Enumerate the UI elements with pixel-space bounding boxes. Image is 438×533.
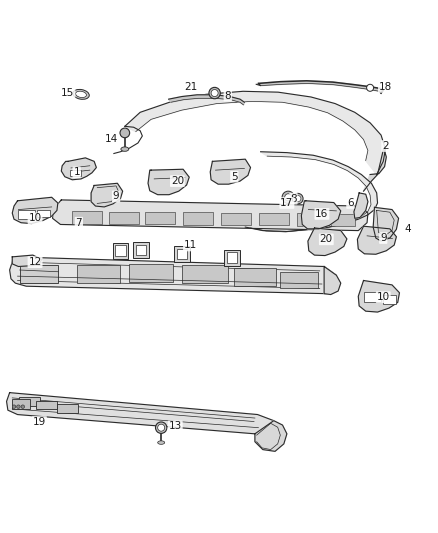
Text: 10: 10: [377, 292, 390, 302]
Text: 18: 18: [379, 82, 392, 92]
Bar: [115, 246, 126, 256]
Polygon shape: [364, 148, 386, 191]
Text: 8: 8: [290, 193, 297, 204]
Polygon shape: [61, 158, 96, 180]
Ellipse shape: [121, 147, 129, 151]
Bar: [109, 212, 139, 224]
Bar: [183, 212, 213, 224]
Bar: [383, 295, 396, 304]
Bar: [227, 253, 237, 263]
Circle shape: [21, 405, 25, 408]
Text: 15: 15: [61, 88, 74, 99]
Text: 14: 14: [105, 134, 118, 144]
Bar: [331, 214, 355, 226]
Bar: [174, 246, 190, 262]
Polygon shape: [7, 393, 274, 434]
Bar: [129, 264, 173, 282]
Circle shape: [295, 196, 301, 201]
Circle shape: [282, 191, 294, 204]
Bar: [37, 209, 50, 217]
Bar: [19, 397, 40, 406]
Bar: [297, 213, 327, 225]
Bar: [133, 242, 149, 258]
Text: 16: 16: [315, 209, 328, 219]
Bar: [177, 249, 187, 260]
Polygon shape: [125, 91, 385, 174]
Text: 19: 19: [33, 417, 46, 427]
Polygon shape: [301, 201, 341, 229]
Bar: [364, 292, 381, 302]
Bar: [18, 209, 35, 219]
Circle shape: [158, 424, 165, 431]
Text: 1: 1: [73, 167, 80, 177]
Text: 20: 20: [171, 176, 184, 186]
Bar: [182, 265, 228, 283]
Polygon shape: [10, 257, 336, 294]
Circle shape: [120, 128, 130, 138]
Text: 8: 8: [224, 91, 231, 101]
Bar: [224, 250, 240, 265]
Bar: [221, 213, 251, 225]
Text: 5: 5: [231, 172, 238, 182]
Circle shape: [209, 87, 220, 99]
Polygon shape: [53, 200, 368, 231]
Circle shape: [367, 84, 374, 91]
Text: 12: 12: [28, 257, 42, 267]
Bar: [36, 400, 57, 409]
Ellipse shape: [158, 441, 165, 445]
Text: 21: 21: [184, 82, 197, 92]
Bar: [57, 404, 78, 413]
Bar: [72, 211, 102, 223]
Circle shape: [155, 422, 167, 433]
Polygon shape: [91, 183, 123, 207]
Bar: [113, 243, 128, 259]
Text: 20: 20: [320, 235, 333, 244]
Text: 9: 9: [380, 233, 387, 243]
Circle shape: [12, 405, 16, 408]
Polygon shape: [255, 421, 287, 451]
Text: 17: 17: [280, 198, 293, 208]
Polygon shape: [12, 255, 42, 266]
Bar: [77, 265, 120, 282]
Text: 4: 4: [404, 224, 411, 235]
Circle shape: [285, 194, 292, 201]
Ellipse shape: [73, 90, 89, 99]
Text: 6: 6: [347, 198, 354, 208]
Polygon shape: [245, 152, 378, 232]
Text: 9: 9: [113, 191, 120, 201]
Bar: [259, 213, 289, 225]
Circle shape: [211, 90, 218, 96]
Polygon shape: [324, 266, 341, 295]
Text: 11: 11: [184, 240, 197, 251]
Bar: [234, 268, 276, 286]
Circle shape: [293, 193, 303, 204]
Polygon shape: [12, 197, 58, 223]
Polygon shape: [308, 228, 347, 255]
Polygon shape: [169, 95, 244, 105]
Text: 7: 7: [75, 217, 82, 228]
Bar: [136, 245, 146, 255]
Text: 2: 2: [382, 141, 389, 151]
Bar: [280, 272, 318, 288]
Polygon shape: [210, 159, 251, 184]
Polygon shape: [354, 193, 368, 219]
Circle shape: [17, 405, 20, 408]
Bar: [145, 212, 175, 224]
Polygon shape: [357, 226, 396, 254]
Polygon shape: [373, 207, 399, 241]
Polygon shape: [258, 81, 383, 93]
Polygon shape: [358, 280, 399, 312]
Bar: [70, 169, 81, 176]
Polygon shape: [148, 169, 189, 195]
Bar: [20, 265, 58, 283]
Text: 10: 10: [28, 213, 42, 223]
Text: 13: 13: [169, 422, 182, 431]
Bar: [12, 399, 30, 409]
Ellipse shape: [76, 91, 86, 98]
